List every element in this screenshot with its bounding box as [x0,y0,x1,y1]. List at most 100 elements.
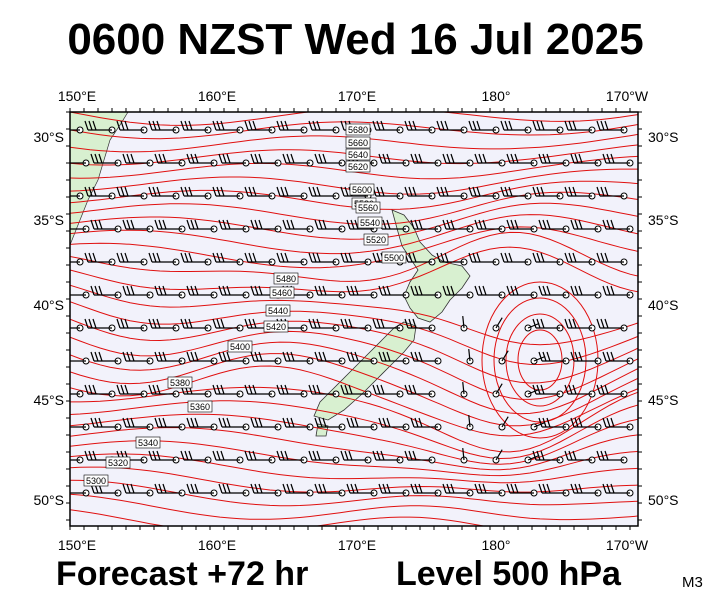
contour-label: 5360 [190,402,210,412]
wind-barb-feather [220,252,225,263]
wind-barb-feather [540,186,545,197]
wind-barb-feather [410,219,415,230]
wind-barb-feather [610,351,615,362]
contour-label: 5380 [170,378,190,388]
wind-barb-feather [276,120,281,131]
wind-barb-feather [120,120,125,131]
wind-barb-feather [322,417,327,428]
wind-barb-feather [284,384,289,395]
wind-barb-feather [122,483,127,494]
wind-barb-feather [316,120,321,131]
wind-barb-feather [122,153,127,164]
wind-barb-feather [468,120,473,131]
wind-barb-feather [248,186,253,197]
wind-barb-feather [436,186,441,197]
wind-barb-feather [186,417,191,428]
wind-barb-feather [244,318,249,329]
wind-barb-feather [574,153,579,164]
wind-barb-feather [190,351,195,362]
wind-barb-feather [446,285,451,296]
wind-barb-feather [156,318,161,329]
wind-barb-feather [84,120,89,131]
wind-barb-feather [372,318,377,329]
wind-barb-feather [340,120,345,131]
wind-barb-feather [418,153,423,164]
wind-barb-feather [532,252,537,263]
contour-label-box [269,286,295,299]
contour-label: 5660 [348,138,368,148]
wind-barb-feather [414,153,419,164]
wind-barb-staff [468,349,471,362]
wind-barb-feather [346,483,351,494]
wind-barb-feather [596,318,601,329]
wind-barb-feather [574,417,579,428]
lon-tick-label: 150°E [58,537,96,553]
wind-barb-feather [258,483,263,494]
wind-barb-feather [386,417,391,428]
wind-barb-feather [440,120,445,131]
wind-barb-feather [250,285,255,296]
wind-barb-feather [468,252,473,263]
contour-label-box [381,251,407,264]
contour-label-box [227,340,253,353]
wind-barb-feather [156,120,161,131]
wind-barb-feather [604,318,609,329]
wind-barb-feather [222,285,227,296]
wind-barb-feather [190,285,195,296]
wind-barb-feather [186,219,191,230]
wind-barb-feather [532,318,537,329]
wind-barb-feather [126,351,131,362]
wind-barb-feather [53,187,56,196]
wind-barb-feather [568,252,573,263]
wind-barb-feather [514,153,519,164]
wind-barb-feather [574,219,579,230]
wind-barb-feather [88,384,93,395]
wind-barb-feather [94,219,99,230]
wind-barb-feather [116,318,121,329]
wind-barb-feather [258,351,263,362]
wind-barb-feather [570,285,575,296]
wind-barb-feather [578,417,583,428]
wind-barb-feather [542,483,547,494]
wind-barb-feather [546,219,551,230]
wind-barb-feather [220,384,225,395]
wind-barb-feather [57,187,60,196]
wind-barb-feather [348,450,353,461]
wind-barb-feather [538,417,543,428]
wind-barb-feather [318,417,323,428]
wind-barb-feather [578,351,583,362]
wind-barb-feather [570,219,575,230]
wind-barb-feather [148,384,153,395]
wind-barb-feather [248,318,253,329]
wind-barb-feather [254,219,259,230]
wind-barb-feather [414,219,419,230]
wind-barb-feather [568,120,573,131]
wind-barb-feather [226,153,231,164]
wind-barb-feather [578,219,583,230]
wind-barb-feather [57,253,60,262]
wind-barb-feather [318,285,323,296]
wind-barb-feather [90,219,95,230]
wind-barb-feather [63,154,66,163]
wind-barb-feather [570,483,575,494]
wind-barb-feather [59,286,62,295]
wind-barb-feather [152,252,157,263]
wind-barb-feather [538,351,543,362]
wind-barb-feather [314,483,319,494]
wind-barb-feather [186,285,191,296]
lon-tick-label: 170°E [338,88,376,104]
wind-barb-feather [312,384,317,395]
wind-barb-feather [312,120,317,131]
wind-barb-feather [476,186,481,197]
wind-barb-feather [446,219,451,230]
model-label: M3 [682,574,703,591]
wind-barb-feather [244,450,249,461]
wind-barb-feather [216,120,221,131]
wind-barb-feather [532,120,537,131]
contour-label-box [355,201,381,214]
wind-barb-feather [504,252,509,263]
wind-barb-feather [63,352,66,361]
wind-barb-feather [410,153,415,164]
wind-barb-feather [162,153,167,164]
